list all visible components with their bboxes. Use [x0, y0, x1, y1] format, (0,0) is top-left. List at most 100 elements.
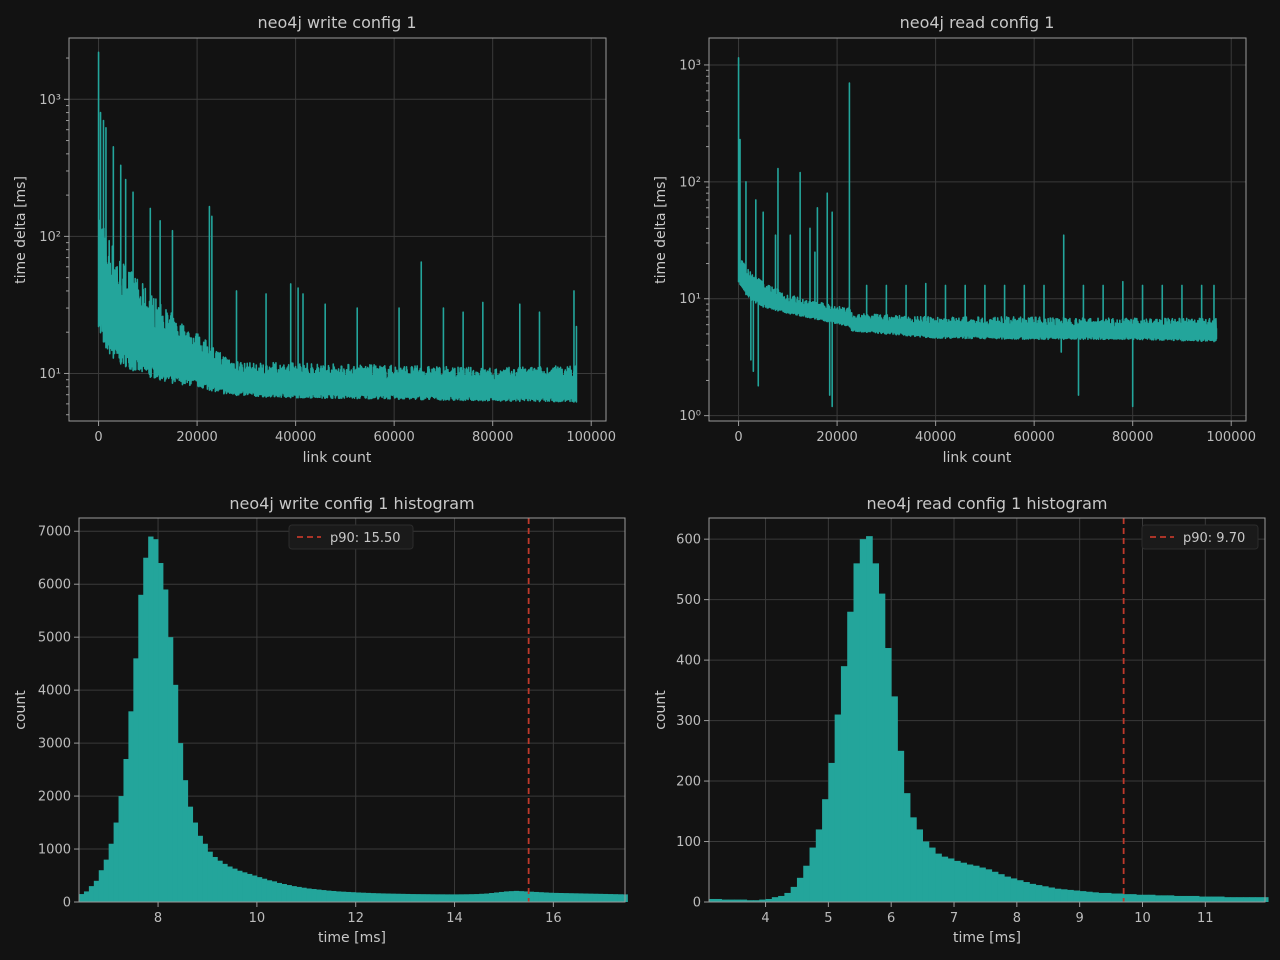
histogram-bar: [449, 894, 455, 902]
histogram-bar: [113, 822, 119, 902]
histogram-bar: [286, 885, 292, 902]
histogram-bar: [960, 862, 967, 902]
x-tick-label: 9: [1076, 911, 1084, 926]
y-tick-label: 300: [676, 714, 701, 729]
histogram-bar: [928, 847, 936, 902]
histogram-bar: [759, 899, 766, 902]
x-tick-label: 6: [887, 911, 895, 926]
histogram-bar: [891, 696, 898, 902]
histogram-bar: [88, 886, 95, 902]
histogram-bar: [454, 894, 460, 902]
histogram-bar: [1129, 894, 1137, 902]
histogram-bar: [803, 865, 810, 902]
histogram-bar: [1255, 897, 1263, 902]
y-tick-label: 10³: [39, 93, 61, 108]
histogram-bar: [784, 892, 792, 902]
histogram-bar: [380, 893, 386, 902]
histogram-bar: [227, 866, 233, 902]
x-tick-label: 100000: [566, 430, 616, 445]
histogram-bar: [771, 897, 779, 902]
histogram-bar: [809, 847, 817, 902]
x-tick-label: 40000: [275, 430, 316, 445]
histogram-bar: [866, 536, 873, 902]
histogram-bar: [148, 536, 154, 902]
histogram-bar: [494, 892, 500, 902]
x-tick-label: 80000: [1112, 430, 1153, 445]
histogram-bar: [499, 891, 505, 902]
histogram-bar: [503, 891, 510, 902]
panel-read-histogram: neo4j read config 1 histogram time [ms] …: [653, 494, 1269, 946]
histogram-bar: [93, 880, 100, 902]
histogram-bar: [935, 853, 942, 902]
histogram-bar: [528, 891, 534, 902]
x-tick-label: 0: [734, 430, 742, 445]
histogram-bar: [1060, 889, 1068, 902]
histogram-bar: [118, 796, 124, 902]
panel-read-timeseries: neo4j read config 1 link count time delt…: [653, 13, 1256, 466]
histogram-bar: [568, 893, 574, 902]
axes-frame: [708, 37, 1247, 422]
histogram-bar: [1192, 895, 1200, 902]
histogram-bar: [543, 892, 549, 902]
y-tick-label: 1000: [38, 843, 71, 858]
y-tick-label: 10¹: [679, 292, 701, 307]
histogram-bar: [306, 888, 312, 902]
histogram-bar: [897, 750, 905, 902]
histogram-bar: [740, 899, 748, 902]
histogram-bar: [617, 894, 623, 902]
y-axis-label: time delta [ms]: [653, 176, 669, 284]
histogram-bar: [1092, 892, 1099, 902]
histogram-bar: [752, 900, 760, 902]
histogram-bar: [612, 894, 618, 902]
y-tick-label: 600: [676, 533, 701, 548]
histogram-bar: [834, 714, 842, 902]
histogram-bar: [276, 882, 282, 902]
panel-write-histogram: neo4j write config 1 histogram time [ms]…: [13, 494, 628, 946]
plot-area: p90: 15.50 8 10 12 14 16 0 1000 2000 3000 4000 5000…: [38, 517, 628, 926]
chart-title: neo4j write config 1 histogram: [229, 494, 474, 513]
histogram-bar: [400, 893, 406, 902]
histogram-bar: [1085, 891, 1093, 902]
histogram-bar: [1117, 893, 1125, 902]
x-axis-label: link count: [303, 450, 372, 466]
plot-area: p90: 9.70 4 5 6 7 8 9 10 11 0 100 200 300 400 500 600: [676, 517, 1269, 926]
histogram-bar: [991, 871, 999, 902]
histogram-bar: [734, 899, 741, 902]
histogram-bar: [444, 894, 450, 902]
histogram-bar: [538, 892, 544, 902]
histogram-bar: [778, 895, 785, 902]
histogram-bar: [489, 893, 495, 902]
histogram-bar: [237, 870, 243, 902]
histogram-bar: [410, 894, 416, 902]
x-tick-label: 5: [824, 911, 832, 926]
histogram-bar: [822, 799, 829, 902]
histogram-bar: [548, 892, 554, 902]
x-tick-label: 20000: [176, 430, 217, 445]
histogram-bar: [232, 868, 238, 902]
histogram-bar: [513, 890, 520, 902]
y-tick-label: 500: [676, 593, 701, 608]
histogram-bar: [123, 758, 129, 902]
x-tick-label: 100000: [1206, 430, 1256, 445]
series-line: [737, 57, 1218, 408]
y-axis-label: count: [13, 690, 29, 730]
histogram-bar: [301, 887, 307, 902]
histogram-bar: [103, 859, 110, 902]
histogram-bar: [439, 894, 446, 902]
legend-box: [1141, 524, 1259, 550]
histogram-bar: [1073, 890, 1081, 902]
y-tick-label: 400: [676, 654, 701, 669]
histogram-bar: [1142, 894, 1150, 902]
x-axis-label: time [ms]: [953, 930, 1021, 946]
histogram-bar: [311, 889, 317, 902]
histogram-bar: [395, 893, 401, 902]
histogram-bar: [355, 892, 362, 902]
histogram-bar: [563, 893, 569, 902]
histogram-bar: [1249, 897, 1256, 902]
histogram-bar: [415, 894, 421, 902]
histogram-bar: [133, 658, 139, 902]
histogram-bar: [474, 894, 480, 902]
x-tick-label: 14: [446, 911, 463, 926]
y-tick-label: 0: [63, 896, 71, 911]
histogram-bar: [1111, 893, 1118, 902]
